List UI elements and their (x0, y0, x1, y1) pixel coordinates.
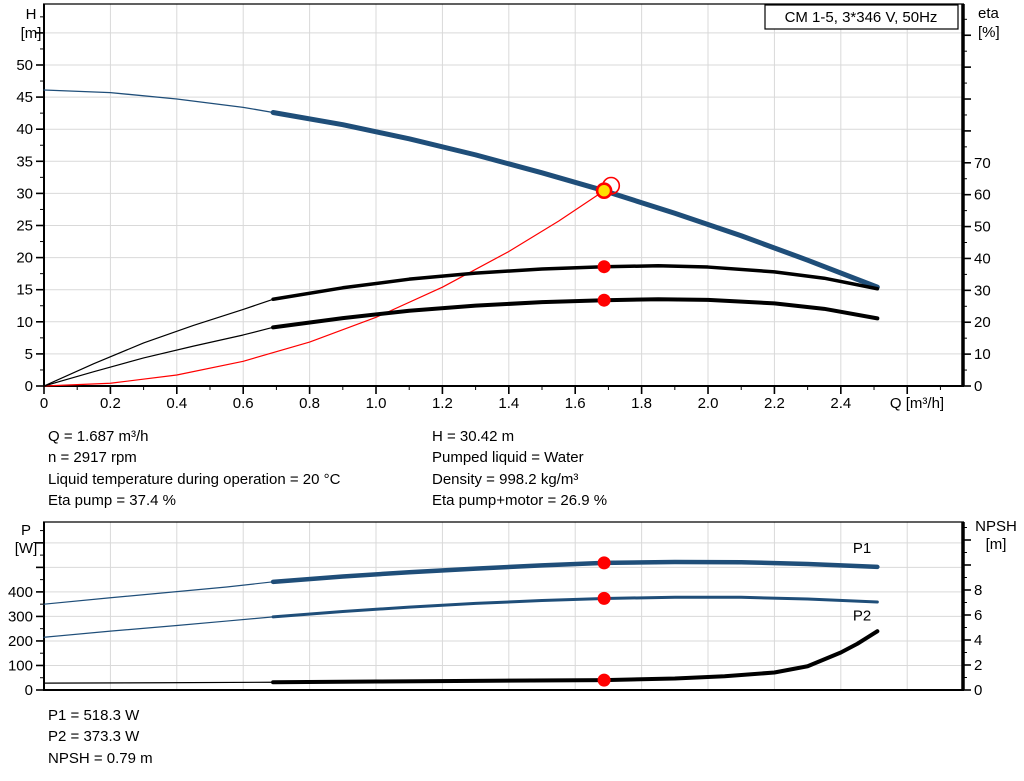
marker-dot (597, 260, 611, 274)
tick-label-x: 0.4 (166, 395, 187, 412)
marker-duty-point (595, 182, 613, 199)
series-p1-curve (270, 559, 880, 585)
tick-label-left: 5 (25, 346, 33, 363)
eta-axis-unit: [%] (978, 24, 1000, 41)
tick-label-x: 2.2 (764, 395, 785, 412)
tick-label-right: 50 (974, 219, 991, 236)
series-pump-curve (270, 110, 880, 290)
info-q: Q = 1.687 m³/h (48, 428, 148, 445)
tick-label-x: 1.8 (631, 395, 652, 412)
h-axis-label: H (26, 6, 37, 23)
series-label-p2: P2 (853, 607, 871, 624)
ticks: 0 5 10 15 20 25 30 35 40 45 50 0 10 20 30 40 50 60 70 0 0.2 0… (16, 16, 991, 412)
h-axis-unit: [m] (21, 25, 42, 42)
eta-axis-label: eta (978, 5, 1000, 22)
tick-label-x: 2.0 (698, 395, 719, 412)
p-axis-unit: [W] (15, 540, 38, 557)
series-eta-pump-motor-curve-low (43, 326, 274, 387)
series-pump-curve-low (43, 89, 274, 114)
info-density: Density = 998.2 kg/m³ (432, 471, 578, 488)
tick-label-left: 20 (16, 250, 33, 267)
series-label-p1: P1 (853, 540, 871, 557)
tick-label-left: 400 (8, 584, 33, 601)
overlay-layer: H [m] eta [%] Q [m³/h] CM 1-5, 3*346 V, … (15, 4, 1017, 767)
series-p1-curve-low (43, 581, 274, 605)
tick-label-x: 0.6 (233, 395, 254, 412)
tick-label-left: 200 (8, 633, 33, 650)
tick-label-x: 1.4 (498, 395, 519, 412)
tick-label-right: 60 (974, 187, 991, 204)
tick-label-left: 100 (8, 657, 33, 674)
tick-label-left: 35 (16, 153, 33, 170)
tick-label-left: 10 (16, 314, 33, 331)
marker-dot (597, 556, 611, 570)
series-p2-curve-low (43, 616, 274, 638)
info-h: H = 30.42 m (432, 428, 514, 445)
tick-label-left: 45 (16, 89, 33, 106)
tick-label-left: 50 (16, 57, 33, 74)
tick-label-x: 2.4 (830, 395, 851, 412)
tick-label-left: 30 (16, 185, 33, 202)
npsh-axis-label: NPSH (975, 518, 1017, 535)
q-axis-label: Q [m³/h] (890, 395, 944, 412)
tick-label-left: 0 (25, 378, 33, 395)
tick-label-right: 0 (974, 682, 982, 699)
tick-label-right: 40 (974, 250, 991, 267)
marker-dot (597, 293, 611, 307)
tick-label-right: 0 (974, 378, 982, 395)
info-eta-pump-motor: Eta pump+motor = 26.9 % (432, 492, 607, 509)
tick-label-x: 0.2 (100, 395, 121, 412)
tick-label-right: 2 (974, 657, 982, 674)
marker-dot (597, 673, 611, 687)
tick-label-left: 0 (25, 682, 33, 699)
tick-label-left: 15 (16, 282, 33, 299)
chart-qh-eta: 0 5 10 15 20 25 30 35 40 45 50 0 10 20 30 40 50 60 70 0 0.2 0… (16, 3, 991, 412)
gridlines (44, 4, 963, 386)
tick-label-x: 1.6 (565, 395, 586, 412)
series-npsh-curve (271, 629, 880, 685)
info-p2: P2 = 373.3 W (48, 728, 140, 745)
title-box (764, 4, 959, 30)
tick-label-right: 30 (974, 282, 991, 299)
tick-label-left: 25 (16, 217, 33, 234)
title-box-label: CM 1-5, 3*346 V, 50Hz (785, 9, 938, 26)
info-liquid-temp: Liquid temperature during operation = 20… (48, 471, 341, 488)
tick-label-right: 4 (974, 632, 982, 649)
info-eta-pump: Eta pump = 37.4 % (48, 492, 176, 509)
info-pumped-liquid: Pumped liquid = Water (432, 449, 584, 466)
npsh-axis-unit: [m] (986, 536, 1007, 553)
series-system-curve (43, 190, 605, 387)
series-p2-curve (271, 595, 879, 619)
tick-label-right: 8 (974, 582, 982, 599)
tick-label-left: 300 (8, 608, 33, 625)
tick-label-left: 40 (16, 121, 33, 138)
p-axis-label: P (21, 522, 31, 539)
tick-label-right: 10 (974, 346, 991, 363)
tick-label-right: 20 (974, 314, 991, 331)
info-npsh: NPSH = 0.79 m (48, 750, 153, 767)
tick-label-right: 70 (974, 155, 991, 172)
info-n: n = 2917 rpm (48, 449, 137, 466)
chart-power-npsh: 0 100 200 300 400 0 2 4 6 8 P1 P2 (8, 521, 982, 699)
tick-label-x: 0 (40, 395, 48, 412)
tick-label-x: 0.8 (299, 395, 320, 412)
tick-label-x: 1.0 (366, 395, 387, 412)
marker-dot (597, 591, 611, 605)
series-npsh-curve-low (43, 681, 274, 684)
tick-label-x: 1.2 (432, 395, 453, 412)
ticks: 0 100 200 300 400 0 2 4 6 8 (8, 527, 982, 699)
tick-label-right: 6 (974, 607, 982, 624)
series-eta-pump-curve-low (43, 298, 274, 387)
info-p1: P1 = 518.3 W (48, 707, 140, 724)
